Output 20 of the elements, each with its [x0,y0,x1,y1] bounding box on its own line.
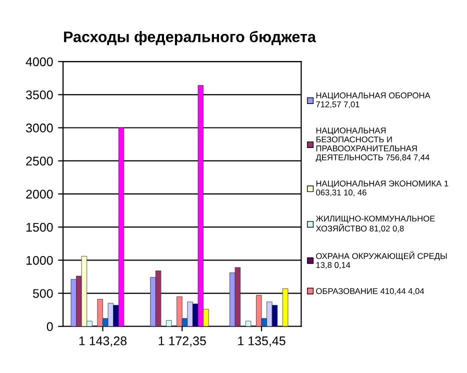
x-tick-label: 1 143,28 [79,336,127,347]
y-tick-label: 1000 [26,256,53,265]
legend-label: ОХРАНА ОКРУЖАЮЩЕЙ СРЕДЫ 13,8 0,14 [316,251,447,269]
legend-label: ЖИЛИЩНО-КОММУНАЛЬНОЕ ХОЗЯЙСТВО 81,02 0,8 [316,216,435,232]
legend-label: НАЦИОНАЛЬНАЯ БЕЗОПАСНОСТЬ И ПРАВООХРАНИТЕЛЬНАЯ ДЕЯТЕЛЬНОСТЬ 756,84 7,44 [316,128,430,162]
legend-label: НАЦИОНАЛЬНАЯ ОБОРОНА 712,57 7,01 [316,92,430,108]
y-tick-label: 2500 [26,156,53,166]
x-tick-label: 1 135,45 [238,336,286,347]
x-tick-label: 1 172,35 [158,336,206,347]
legend-label: НАЦИОНАЛЬНАЯ ЭКОНОМИКА 1 063,31 10, 46 [316,180,448,196]
y-tick-label: 4000 [26,57,53,66]
y-tick-label: 3500 [26,90,53,100]
y-tick-label: 500 [32,289,53,298]
legend-label: ОБРАЗОВАНИЕ 410,44 4,04 [316,288,424,296]
y-tick-label: 2000 [26,190,53,199]
bar [282,288,288,326]
y-tick-label: 3000 [26,124,53,132]
y-tick-label: 1500 [26,222,53,232]
y-tick-label: 0 [46,322,53,332]
chart-title: Расходы федерального бюджета [64,30,316,46]
